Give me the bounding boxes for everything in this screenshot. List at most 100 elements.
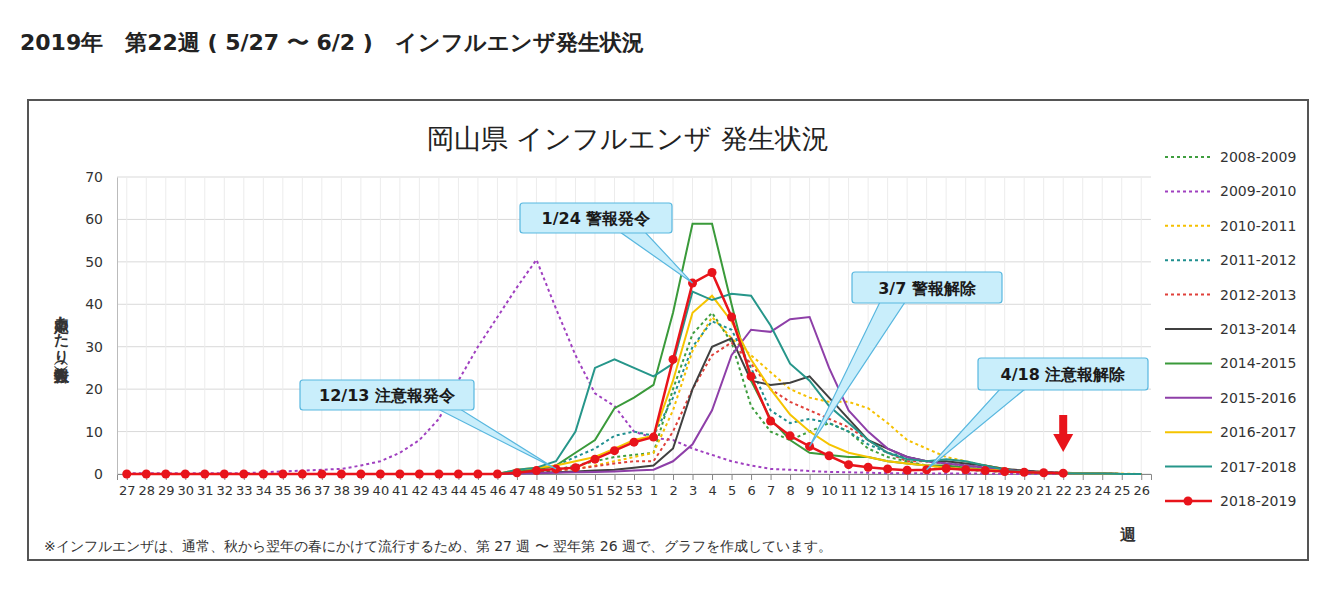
x-tick-label: 17 — [958, 483, 975, 498]
x-tick-label: 43 — [431, 483, 448, 498]
callout-text: 12/13 注意報発令 — [319, 386, 456, 405]
x-tick-label: 10 — [821, 483, 838, 498]
legend-swatch — [1165, 397, 1212, 399]
legend-label: 2009-2010 — [1220, 183, 1296, 199]
grid-line-x — [751, 177, 752, 474]
x-tick-label: 15 — [919, 483, 936, 498]
series-line — [127, 313, 1141, 474]
series-marker — [571, 463, 580, 472]
x-tick: 22 — [1055, 474, 1072, 498]
grid-line-x — [360, 177, 361, 474]
grid-line-x — [809, 177, 810, 474]
x-tick: 9 — [806, 474, 814, 498]
x-tick-label: 13 — [880, 483, 897, 498]
callout-box — [852, 272, 1002, 303]
series-marker — [961, 465, 970, 474]
arrow-head — [1053, 434, 1073, 452]
y-tick-label: 40 — [85, 296, 103, 312]
x-tick: 19 — [997, 474, 1014, 498]
arrow-shaft — [1059, 415, 1067, 435]
series-marker — [942, 464, 951, 473]
x-tick: 48 — [529, 474, 546, 498]
x-tick-mark — [654, 474, 655, 480]
x-tick: 7 — [767, 474, 775, 498]
x-tick-mark — [693, 474, 694, 480]
callout-pointer — [620, 232, 693, 283]
series-marker — [532, 466, 541, 475]
callout-pointer — [810, 302, 905, 446]
grid-line-x — [1043, 177, 1044, 474]
x-tick-label: 27 — [119, 483, 136, 498]
y-axis-title: 定点あたり報告数（人） — [53, 305, 71, 384]
legend-label: 2011-2012 — [1220, 252, 1296, 268]
x-axis: 2728293031323334353637383940414243444546… — [118, 474, 1152, 498]
x-tick-label: 46 — [490, 483, 507, 498]
y-tick-label: 0 — [94, 466, 103, 482]
x-tick-label: 30 — [178, 483, 195, 498]
grid-line-x — [712, 177, 713, 474]
x-tick: 51 — [587, 474, 604, 498]
y-tick-label: 30 — [85, 339, 103, 355]
x-tick-label: 11 — [841, 483, 858, 498]
series-marker — [512, 468, 521, 477]
x-tick-label: 12 — [860, 483, 877, 498]
x-tick-label: 49 — [548, 483, 565, 498]
x-tick-label: 28 — [138, 483, 155, 498]
grid-line-x — [1004, 177, 1005, 474]
x-tick-label: 5 — [728, 483, 736, 498]
legend-label: 2013-2014 — [1220, 321, 1296, 337]
series-marker — [239, 470, 248, 479]
x-tick-label: 32 — [217, 483, 234, 498]
legend-swatch — [1165, 225, 1212, 227]
series-marker — [1020, 468, 1029, 477]
grid-line-x — [399, 177, 400, 474]
x-tick-mark — [575, 474, 576, 480]
y-tick: 70 — [85, 169, 117, 185]
x-tick: 15 — [919, 474, 936, 498]
series-marker — [142, 470, 151, 479]
y-axis-line — [117, 178, 118, 475]
series-marker — [864, 463, 873, 472]
x-tick: 3 — [689, 474, 697, 498]
y-tick: 40 — [85, 296, 117, 312]
x-tick-mark — [907, 474, 908, 480]
legend-swatch — [1165, 431, 1212, 433]
x-tick: 53 — [626, 474, 643, 498]
legend-swatch — [1165, 362, 1212, 364]
x-tick-label: 6 — [747, 483, 755, 498]
grid-line-x — [458, 177, 459, 474]
y-tick: 20 — [85, 381, 117, 397]
x-tick-label: 38 — [334, 483, 351, 498]
x-tick: 11 — [841, 474, 858, 498]
x-tick: 16 — [938, 474, 955, 498]
series-marker — [181, 470, 190, 479]
x-tick-label: 45 — [470, 483, 487, 498]
grid-line-x — [497, 177, 498, 474]
series-marker — [454, 470, 463, 479]
x-tick-label: 23 — [1075, 483, 1092, 498]
plot-area — [122, 224, 1141, 479]
x-tick-mark — [673, 474, 674, 480]
series-marker — [669, 355, 678, 364]
y-tick-label: 60 — [85, 211, 103, 227]
series-marker — [337, 470, 346, 479]
x-tick: 1 — [650, 474, 658, 498]
series-marker — [1000, 467, 1009, 476]
grid-line-x — [341, 177, 342, 474]
x-tick-mark — [732, 474, 733, 480]
x-tick-label: 14 — [899, 483, 916, 498]
series-marker — [1059, 469, 1068, 478]
x-tick-label: 40 — [373, 483, 390, 498]
grid-line-x — [1082, 177, 1083, 474]
legend-swatch — [1165, 259, 1212, 261]
y-tick: 0 — [94, 466, 117, 482]
x-tick-mark — [966, 474, 967, 480]
x-tick-label: 35 — [275, 483, 292, 498]
x-tick-label: 24 — [1094, 483, 1111, 498]
grid-line-x — [126, 177, 127, 474]
x-tick: 47 — [509, 474, 526, 498]
x-tick: 26 — [1133, 474, 1150, 498]
series-marker — [981, 466, 990, 475]
current-week-arrow — [1053, 415, 1073, 452]
x-tick: 24 — [1094, 474, 1111, 498]
